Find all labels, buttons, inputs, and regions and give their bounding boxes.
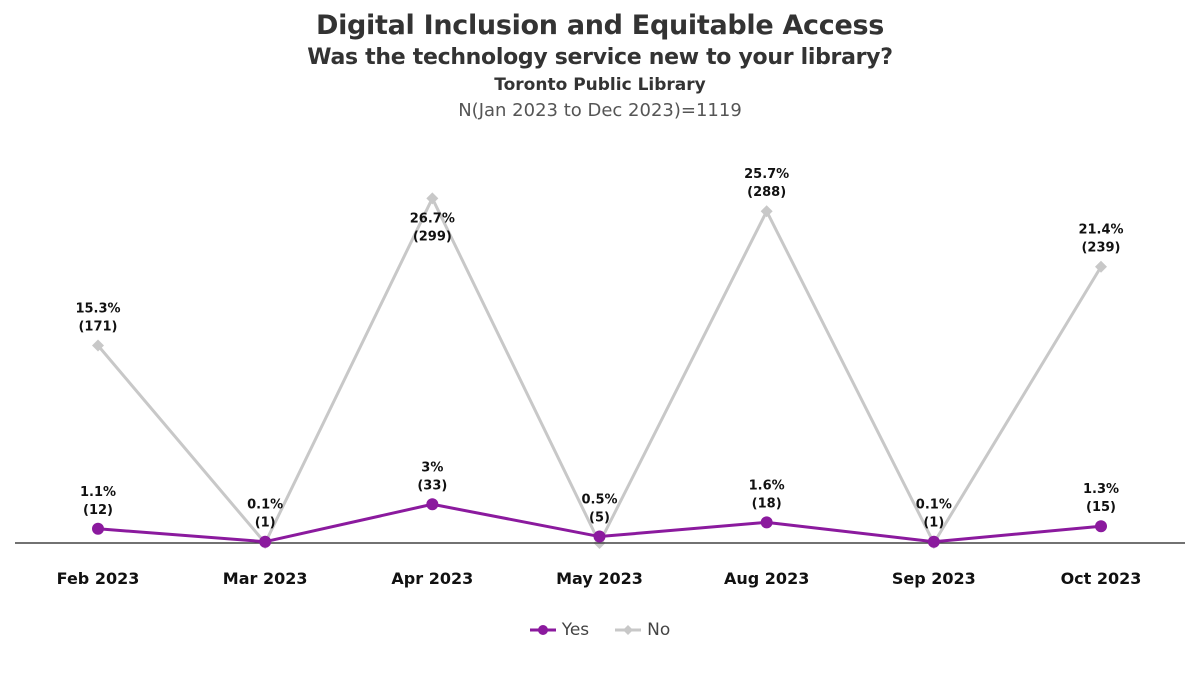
count-label-yes: (1): [923, 516, 944, 531]
count-label-yes: (5): [589, 511, 610, 526]
x-tick-label: Oct 2023: [1061, 569, 1142, 588]
x-tick-label: Aug 2023: [724, 569, 809, 588]
data-label-yes: 1.3%: [1083, 482, 1119, 497]
chart-subtitle: Was the technology service new to your l…: [307, 45, 893, 70]
point-yes[interactable]: [593, 530, 606, 543]
legend-item-no[interactable]: No: [615, 620, 670, 640]
x-tick-label: Apr 2023: [391, 569, 473, 588]
count-label-yes: (1): [255, 516, 276, 531]
point-yes[interactable]: [426, 498, 439, 511]
point-yes[interactable]: [92, 522, 104, 535]
data-label-yes: 0.1%: [916, 498, 952, 513]
data-label-yes: 1.1%: [80, 485, 116, 500]
x-tick-label: Mar 2023: [223, 569, 308, 588]
chart-title: Digital Inclusion and Equitable Access: [315, 10, 885, 41]
data-label-yes: 1.6%: [749, 478, 785, 493]
legend-label-no: No: [647, 620, 671, 640]
point-yes[interactable]: [259, 535, 272, 548]
series-yes: [92, 498, 1107, 548]
data-label-yes: 0.1%: [247, 498, 283, 513]
count-label-yes: (33): [417, 478, 447, 493]
sample-size: N(Jan 2023 to Dec 2023)=1119: [458, 100, 742, 121]
data-label-no: 25.7%: [744, 167, 789, 182]
data-label-no: 26.7%: [410, 211, 455, 226]
organization-name: Toronto Public Library: [494, 75, 706, 95]
count-label-no: (171): [78, 319, 117, 334]
data-label-yes: 3%: [421, 460, 443, 475]
count-label-yes: (12): [83, 503, 113, 518]
point-yes[interactable]: [760, 516, 773, 529]
line-no: [96, 196, 1103, 545]
data-labels: 1.1% (12) 0.1% (1) 3% (33) 0.5% (5) 1.6% (18) 0.1%…: [75, 167, 1123, 530]
diamond-marker-icon: [615, 625, 642, 635]
x-axis-ticks: Feb 2023 Mar 2023 Apr 2023 May 2023 Aug 2023…: [57, 569, 1142, 588]
point-no[interactable]: [1095, 260, 1107, 273]
data-label-yes: 0.5%: [581, 493, 617, 508]
count-label-no: (299): [413, 229, 452, 244]
legend-label-yes: Yes: [561, 620, 590, 640]
count-label-no: (239): [1081, 241, 1120, 256]
count-label-no: (288): [747, 185, 786, 200]
point-no[interactable]: [92, 339, 104, 352]
legend: Yes No: [0, 620, 1200, 640]
count-label-yes: (15): [1086, 500, 1116, 515]
data-label-no: 15.3%: [75, 301, 120, 316]
count-label-yes: (18): [752, 496, 782, 511]
point-no[interactable]: [760, 205, 773, 218]
x-tick-label: May 2023: [556, 569, 643, 588]
point-yes[interactable]: [927, 535, 940, 548]
x-tick-label: Sep 2023: [892, 569, 976, 588]
point-yes[interactable]: [1095, 520, 1107, 533]
legend-item-yes[interactable]: Yes: [529, 620, 590, 640]
data-label-no: 21.4%: [1078, 223, 1123, 238]
point-no[interactable]: [426, 192, 439, 205]
x-tick-label: Feb 2023: [57, 569, 140, 588]
circle-marker-icon: [529, 625, 556, 635]
